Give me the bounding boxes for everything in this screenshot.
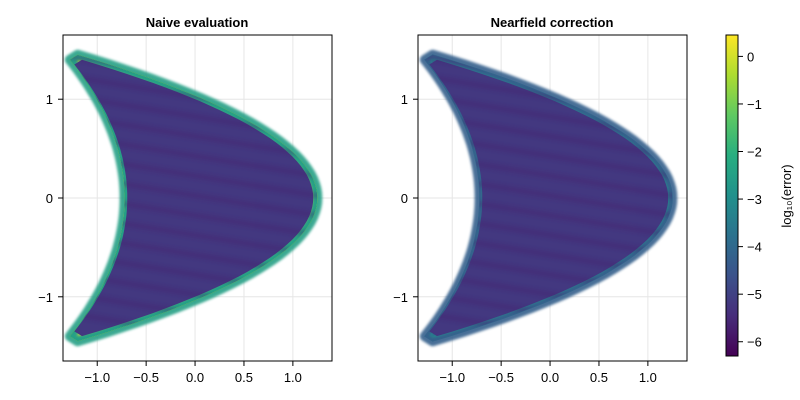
panel-nearfield-correction: Nearfield correction −1.0 −0.5 0.0 0.5 1.0−1…: [393, 15, 688, 385]
colorbar-label: log₁₀(error): [779, 164, 794, 227]
x-tick-label: −1.0: [439, 370, 465, 385]
colorbar-tick-label: −1: [747, 97, 762, 112]
panel-title: Naive evaluation: [146, 15, 249, 30]
colorbar-tick-label: −3: [747, 192, 762, 207]
y-tick-label: 0: [401, 191, 408, 206]
error-field: [419, 49, 678, 347]
x-tick-label: 0.5: [235, 370, 253, 385]
colorbar-tick-label: −6: [747, 335, 762, 350]
x-tick-label: −0.5: [133, 370, 159, 385]
x-tick-label: −0.5: [488, 370, 514, 385]
colorbar-tick-label: −2: [747, 145, 762, 160]
x-tick-label: 1.0: [284, 370, 302, 385]
axis-ticks: −1.0 −0.5 0.0 0.5 1.0 −1 0 1: [393, 92, 657, 385]
panel-naive-evaluation: Naive evaluation −1.0 −0.5 0.0 0.5 1.0 −1 0 1: [38, 15, 333, 385]
x-tick-label: −1.0: [84, 370, 110, 385]
colorbar: 0 −1 −2 −3 −4 −5 −6 log₁₀(error): [725, 34, 794, 357]
colorbar-tick-label: −4: [747, 240, 762, 255]
y-tick-label: −1: [393, 290, 408, 305]
colorbar-tick-label: −5: [747, 287, 762, 302]
x-tick-label: 0.0: [541, 370, 559, 385]
y-tick-label: 1: [46, 92, 53, 107]
colorbar-tick-label: 0: [747, 49, 754, 64]
panel-title: Nearfield correction: [491, 15, 614, 30]
y-tick-label: −1: [38, 290, 53, 305]
y-tick-label: 1: [401, 92, 408, 107]
colorbar-ticks: 0 −1 −2 −3 −4 −5 −6: [738, 49, 762, 350]
x-tick-label: 1.0: [639, 370, 657, 385]
y-tick-label: 0: [46, 191, 53, 206]
x-tick-label: 0.5: [590, 370, 608, 385]
error-field: [64, 49, 323, 347]
x-tick-label: 0.0: [186, 370, 204, 385]
axis-ticks: −1.0 −0.5 0.0 0.5 1.0 −1 0 1: [38, 92, 302, 385]
colorbar-bar: [725, 34, 739, 357]
